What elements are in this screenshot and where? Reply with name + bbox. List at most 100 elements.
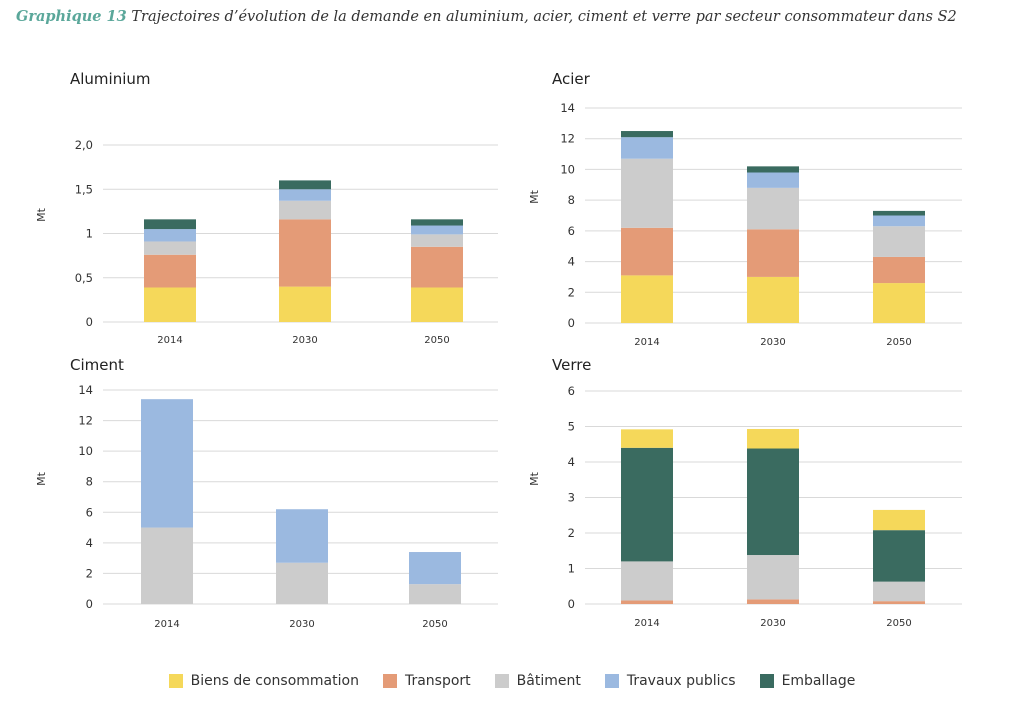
bar-segment [409, 584, 461, 604]
bar-segment [621, 447, 673, 562]
x-tick-label: 2014 [157, 335, 182, 346]
legend-swatch [604, 674, 619, 688]
bar-segment [873, 226, 925, 257]
legend-label: Biens de consommation [190, 673, 359, 689]
y-tick-label: 1,5 [75, 182, 93, 196]
caption-label: Graphique 13 [16, 8, 127, 25]
chart-title: Acier [552, 70, 591, 88]
y-tick-label: 2 [86, 566, 93, 580]
y-tick-label: 8 [568, 193, 575, 207]
legend-label: Emballage [781, 673, 856, 689]
bar-segment [621, 137, 673, 159]
legend-item-emballage: Emballage [759, 673, 856, 689]
y-tick-label: 14 [560, 101, 575, 115]
legend-item-travaux: Travaux publics [604, 673, 736, 689]
y-tick-label: 2 [568, 526, 575, 540]
y-tick-label: 2 [568, 285, 575, 299]
y-axis-label: Mt [35, 207, 48, 221]
bar-segment [747, 428, 799, 449]
bar-segment [279, 286, 331, 322]
x-tick-label: 2030 [292, 335, 317, 346]
x-tick-label: 2050 [422, 619, 447, 630]
bar-segment [144, 241, 196, 255]
legend-swatch [494, 674, 509, 688]
bar-segment [747, 172, 799, 188]
x-tick-label: 2014 [634, 337, 659, 348]
bar-segment [747, 599, 799, 604]
bar-segment [621, 429, 673, 448]
x-tick-label: 2030 [760, 618, 785, 629]
bar-segment [411, 234, 463, 247]
x-tick-label: 2050 [886, 618, 911, 629]
bar-segment [144, 219, 196, 230]
legend-label: Travaux publics [626, 673, 736, 689]
bar-segment [279, 200, 331, 220]
x-tick-label: 2014 [154, 619, 179, 630]
bar-segment [621, 158, 673, 228]
bar-segment [747, 555, 799, 600]
bar-segment [279, 189, 331, 201]
y-tick-label: 0 [86, 315, 93, 329]
y-tick-label: 4 [86, 536, 93, 550]
y-tick-label: 5 [568, 420, 575, 434]
y-tick-label: 14 [78, 383, 93, 397]
bar-segment [279, 219, 331, 287]
legend-item-batiment: Bâtiment [494, 673, 581, 689]
y-tick-label: 0,5 [75, 271, 93, 285]
x-tick-label: 2014 [634, 618, 659, 629]
bar-segment [144, 287, 196, 322]
y-tick-label: 12 [78, 414, 93, 428]
bar-segment [279, 180, 331, 190]
y-tick-label: 1 [568, 562, 575, 576]
y-axis-label: Mt [528, 471, 541, 485]
bar-segment [873, 215, 925, 227]
bar-segment [873, 601, 925, 604]
x-tick-label: 2030 [289, 619, 314, 630]
x-tick-label: 2030 [760, 337, 785, 348]
bar-segment [747, 448, 799, 556]
y-tick-label: 0 [86, 597, 93, 611]
bar-segment [411, 287, 463, 322]
legend-label: Transport [404, 673, 471, 689]
y-tick-label: 6 [568, 384, 575, 398]
bar-segment [873, 283, 925, 323]
y-tick-label: 12 [560, 132, 575, 146]
bar-segment [141, 527, 193, 604]
bar-segment [411, 246, 463, 288]
legend-swatch [168, 674, 183, 688]
y-tick-label: 4 [568, 255, 575, 269]
bar-segment [409, 552, 461, 585]
y-tick-label: 0 [568, 316, 575, 330]
bar-segment [276, 562, 328, 604]
bar-segment [747, 229, 799, 277]
legend-label: Bâtiment [516, 673, 581, 689]
bar-segment [873, 530, 925, 582]
bar-segment [873, 210, 925, 216]
legend-item-transport: Transport [382, 673, 471, 689]
y-tick-label: 8 [86, 475, 93, 489]
y-tick-label: 6 [86, 505, 93, 519]
bar-segment [621, 600, 673, 604]
bar-segment [144, 254, 196, 288]
x-tick-label: 2050 [886, 337, 911, 348]
caption-text: Trajectoires d’évolution de la demande e… [131, 9, 957, 25]
bar-segment [141, 399, 193, 528]
chart-title: Aluminium [70, 70, 151, 88]
bar-segment [747, 276, 799, 323]
y-tick-label: 2,0 [75, 138, 93, 152]
y-axis-label: Mt [35, 471, 48, 485]
y-tick-label: 6 [568, 224, 575, 238]
y-tick-label: 4 [568, 455, 575, 469]
bar-segment [144, 229, 196, 242]
y-tick-label: 10 [78, 444, 93, 458]
bar-segment [276, 509, 328, 563]
bar-segment [873, 256, 925, 284]
legend-swatch [759, 674, 774, 688]
bar-segment [621, 561, 673, 601]
x-tick-label: 2050 [424, 335, 449, 346]
bar-segment [747, 187, 799, 230]
figure-caption: Graphique 13 Trajectoires d’évolution de… [16, 8, 957, 25]
legend: Biens de consommation Transport Bâtiment… [0, 673, 1024, 689]
y-tick-label: 0 [568, 597, 575, 611]
